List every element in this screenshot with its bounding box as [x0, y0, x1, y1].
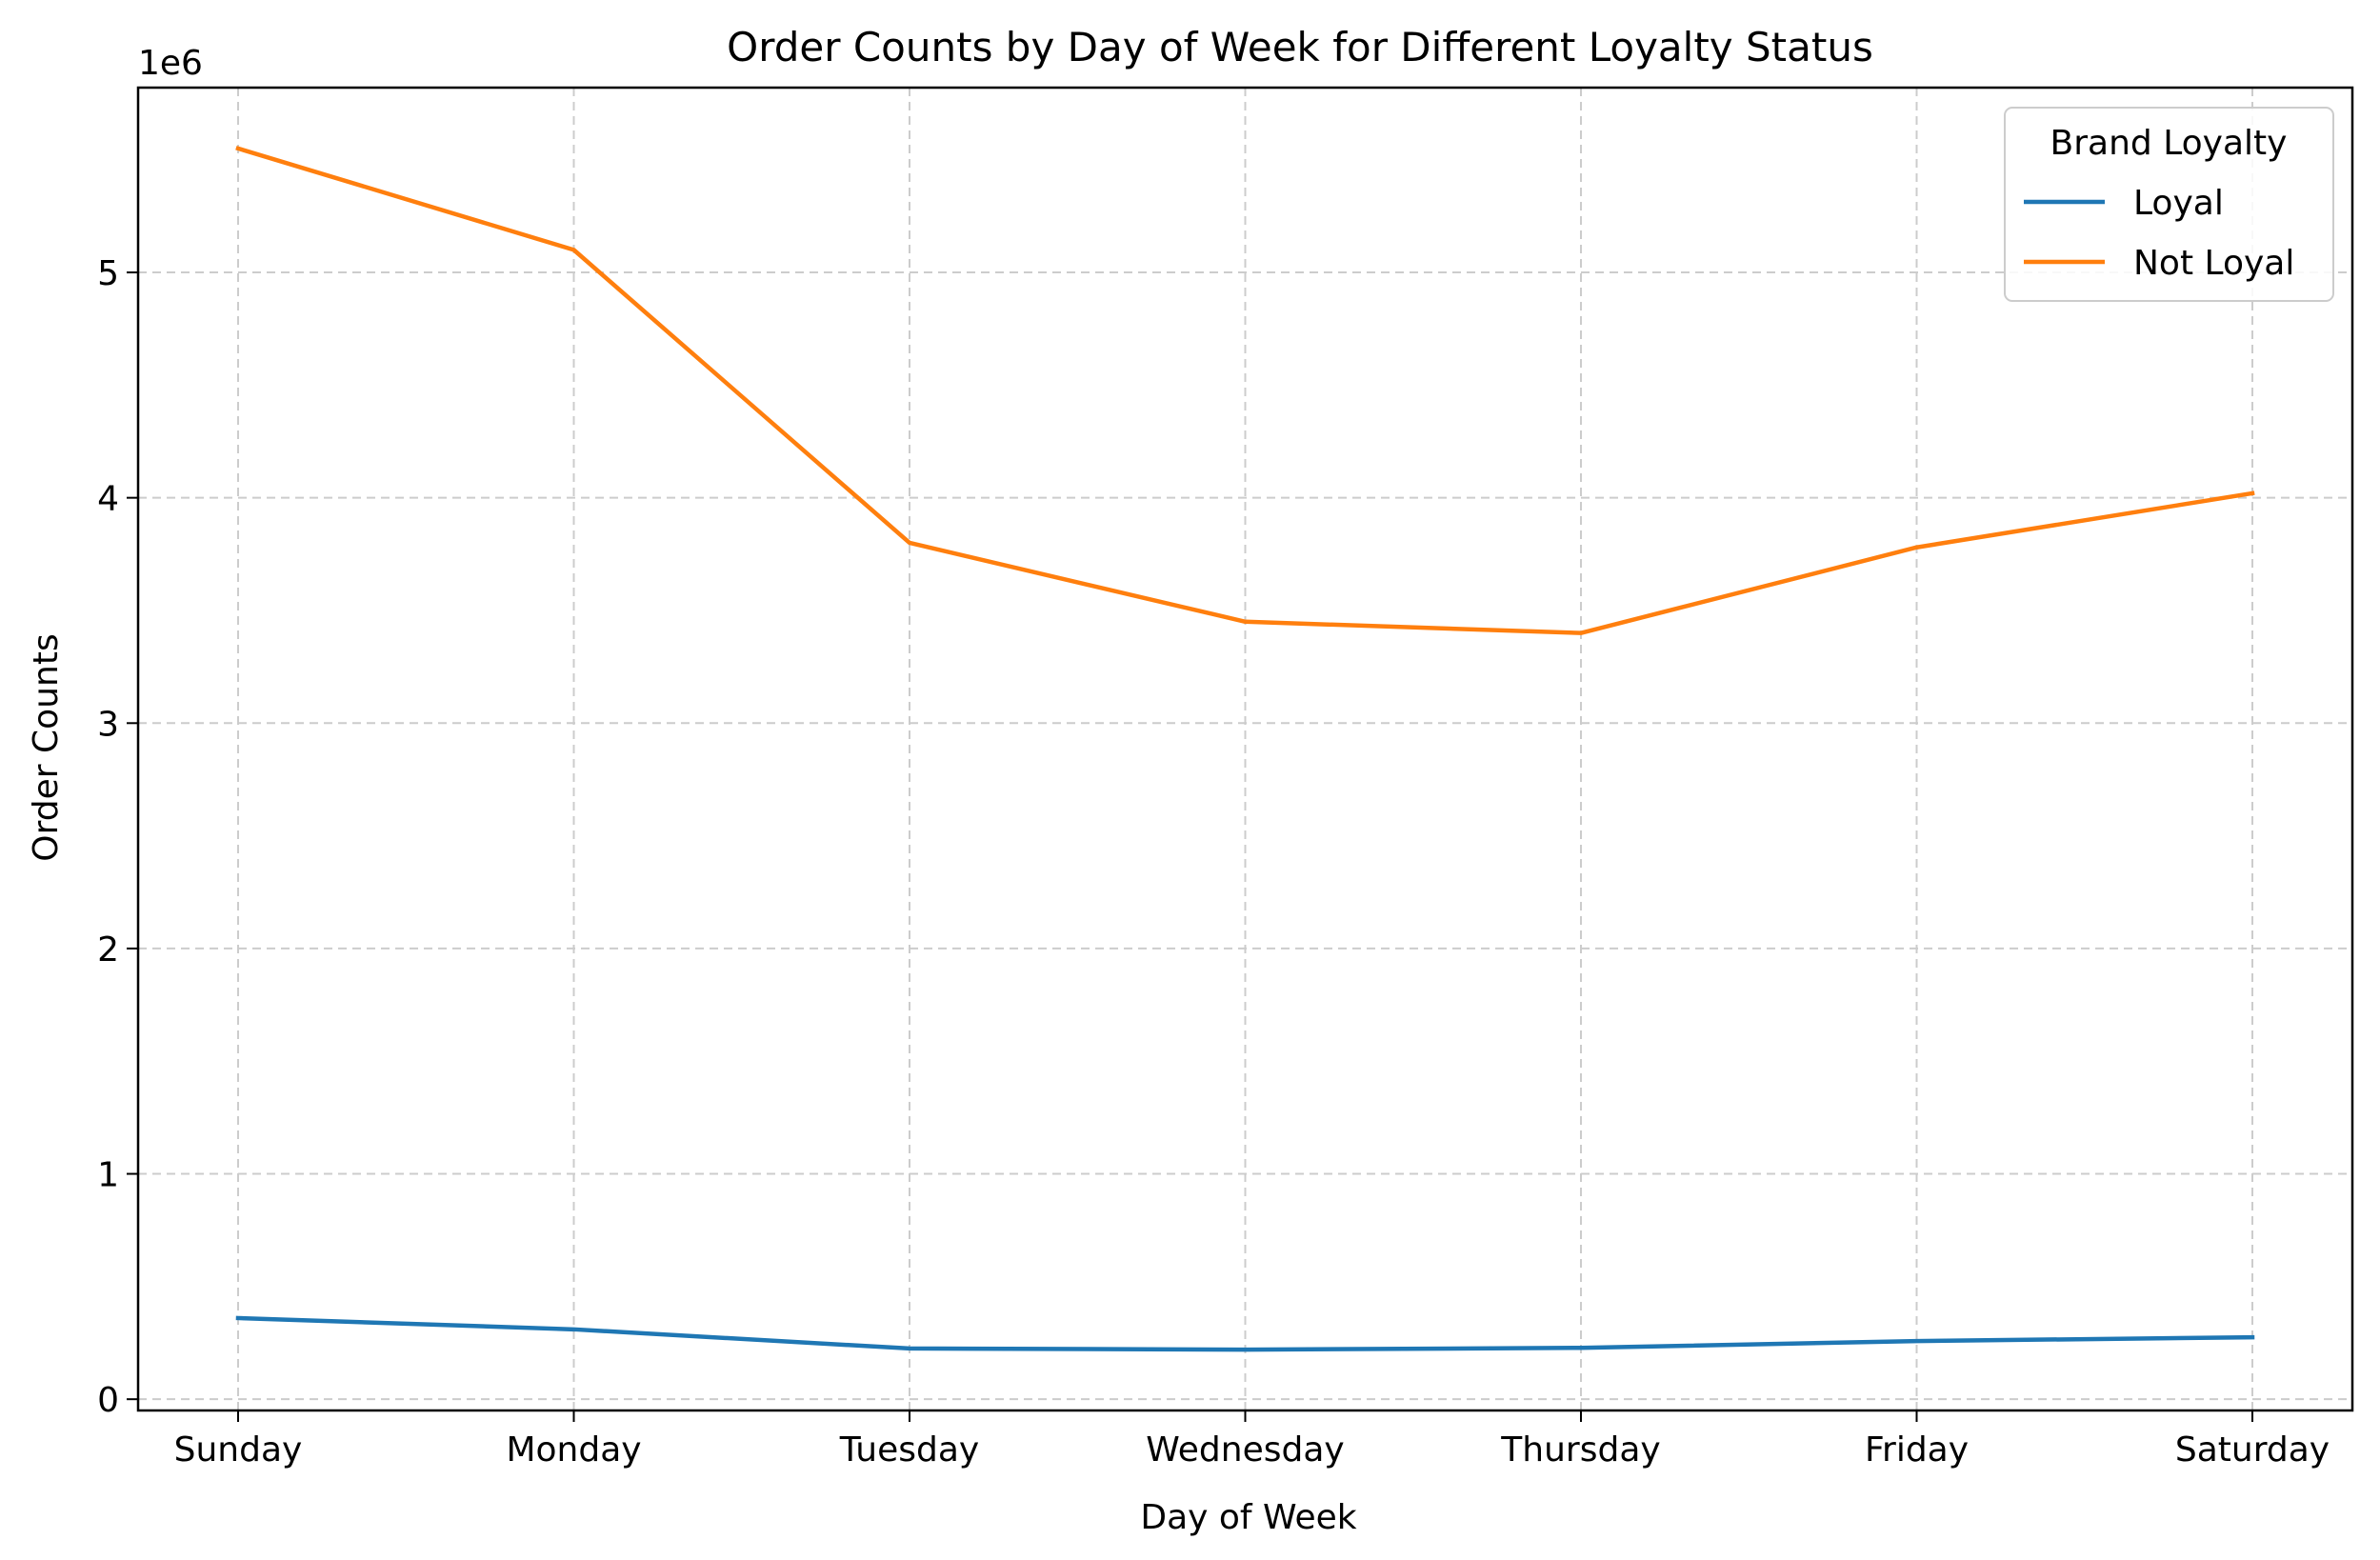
y-tick-label: 1: [97, 1156, 119, 1195]
legend: Brand Loyalty Loyal Not Loyal: [2004, 107, 2334, 302]
grid: [138, 88, 2352, 1410]
x-tick-label: Tuesday: [839, 1430, 979, 1470]
series-line-loyal: [235, 1315, 2255, 1352]
legend-label: Not Loyal: [2133, 244, 2294, 283]
x-tick-label: Monday: [506, 1430, 641, 1470]
y-tick-label: 3: [97, 705, 119, 744]
x-tick-label: Wednesday: [1146, 1430, 1344, 1470]
legend-label: Loyal: [2133, 184, 2224, 223]
y-offset-label: 1e6: [138, 44, 203, 83]
y-tick-label: 0: [97, 1381, 119, 1420]
legend-box: [2004, 107, 2334, 302]
chart-title: Order Counts by Day of Week for Differen…: [727, 24, 1873, 70]
x-tick-label: Saturday: [2175, 1430, 2330, 1470]
x-axis-label: Day of Week: [1140, 1498, 1356, 1537]
x-tick-label: Sunday: [174, 1430, 303, 1470]
series-layer: [235, 146, 2255, 1352]
y-tick-label: 2: [97, 930, 119, 970]
legend-title: Brand Loyalty: [2050, 124, 2288, 163]
y-tick-label: 5: [97, 254, 119, 293]
y-tick-label: 4: [97, 480, 119, 519]
x-tick-label: Thursday: [1500, 1430, 1660, 1470]
legend-entries: Loyal Not Loyal: [2024, 184, 2294, 283]
y-axis-label: Order Counts: [27, 633, 66, 861]
ticks: Sunday Monday Tuesday Wednesday Thursday Frid…: [97, 254, 2330, 1470]
x-tick-label: Friday: [1865, 1430, 1969, 1470]
series-line-not-loyal: [235, 146, 2255, 635]
